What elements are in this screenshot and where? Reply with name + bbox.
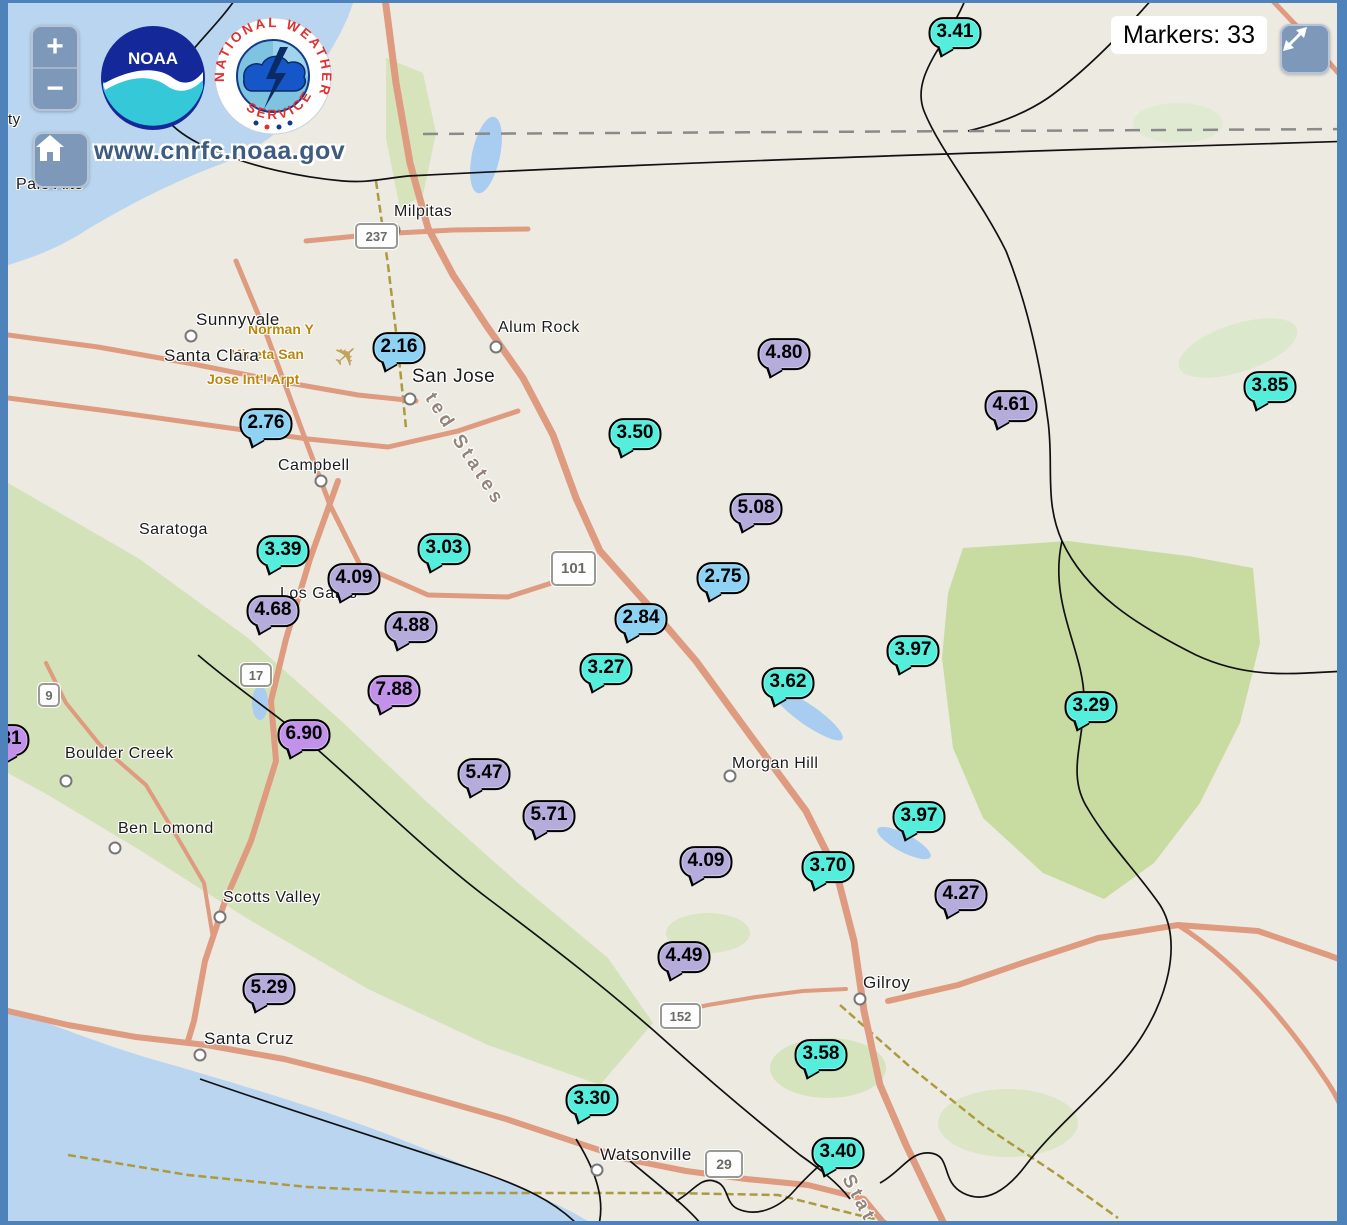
city-label: Saratoga xyxy=(139,521,208,538)
city-dot xyxy=(723,769,737,783)
city-label: Watsonville xyxy=(600,1145,692,1164)
city-label: Sunnyvale xyxy=(196,310,280,329)
city-dot xyxy=(853,992,867,1006)
zoom-in-button[interactable]: + xyxy=(33,27,77,69)
airport-label-line2: Mineta San xyxy=(230,346,304,362)
highway-shield: 9 xyxy=(38,683,60,707)
precip-marker[interactable]: 3.62 xyxy=(761,667,815,699)
city-label: Santa Clara xyxy=(164,346,260,365)
city-label: Boulder Creek xyxy=(65,745,174,762)
precip-marker[interactable]: 5.71 xyxy=(522,800,576,832)
map-canvas[interactable]: Norman Y Mineta San Jose Int'l Arpt ✈ te… xyxy=(8,3,1337,1221)
precip-marker[interactable]: 3.39 xyxy=(256,535,310,567)
precip-marker[interactable]: 3.29 xyxy=(1064,691,1118,723)
precip-marker[interactable]: 3.40 xyxy=(811,1137,865,1169)
highway-shield: 101 xyxy=(551,551,596,586)
city-dot xyxy=(590,1163,604,1177)
precip-marker[interactable]: 7.88 xyxy=(367,675,421,707)
precip-marker[interactable]: 3.97 xyxy=(886,635,940,667)
nws-logo: NATIONAL WEATHER SERVICE xyxy=(214,17,332,135)
precip-marker[interactable]: 3.70 xyxy=(801,851,855,883)
markers-layer: 3.41 3.85 2.16 4.80 4.61 2.76 3.50 5.08 3.39 3.03… xyxy=(8,3,1337,1221)
zoom-out-button[interactable]: − xyxy=(46,72,64,105)
airport-label-line1: Norman Y xyxy=(248,321,314,337)
site-url-label: www.cnrfc.noaa.gov xyxy=(94,137,346,165)
labels-layer: Norman Y Mineta San Jose Int'l Arpt ✈ te… xyxy=(8,3,1337,1221)
precip-marker[interactable]: 2.16 xyxy=(372,332,426,364)
highway-shield: 152 xyxy=(660,1003,701,1029)
precip-marker[interactable]: 4.88 xyxy=(384,611,438,643)
city-label: Alum Rock xyxy=(498,319,580,336)
precip-marker[interactable]: 5.29 xyxy=(242,973,296,1005)
city-dot xyxy=(59,774,73,788)
city-label: Morgan Hill xyxy=(732,755,819,772)
markers-count-badge: Markers: 33 xyxy=(1111,16,1267,54)
precip-marker[interactable]: 3.03 xyxy=(417,533,471,565)
noaa-logo: NOAA xyxy=(101,26,205,130)
precip-marker[interactable]: 2.84 xyxy=(614,603,668,635)
city-label: Santa Cruz xyxy=(204,1029,295,1048)
highway-shield: 29 xyxy=(705,1150,743,1178)
city-dot xyxy=(193,1048,207,1062)
city-label: Ben Lomond xyxy=(118,820,214,837)
precip-marker[interactable]: 3.85 xyxy=(1243,371,1297,403)
city-label: ty xyxy=(8,111,21,128)
precip-marker[interactable]: 4.61 xyxy=(984,390,1038,422)
precip-marker[interactable]: 81 xyxy=(8,724,30,756)
precip-marker[interactable]: 5.47 xyxy=(457,758,511,790)
expand-icon xyxy=(1283,27,1307,51)
city-label: San Jose xyxy=(412,366,496,387)
fullscreen-button[interactable] xyxy=(1280,24,1330,74)
city-dot xyxy=(314,474,328,488)
noaa-logo-text: NOAA xyxy=(128,49,178,68)
home-button[interactable] xyxy=(33,132,89,188)
highway-shield: 237 xyxy=(355,223,398,249)
precip-marker[interactable]: 4.09 xyxy=(327,563,381,595)
zoom-control: + − xyxy=(31,25,79,111)
precip-marker[interactable]: 3.30 xyxy=(565,1084,619,1116)
precip-marker[interactable]: 4.27 xyxy=(934,879,988,911)
city-dot xyxy=(108,841,122,855)
precip-marker[interactable]: 2.75 xyxy=(696,562,750,594)
precip-marker[interactable]: 3.58 xyxy=(794,1039,848,1071)
city-label: Scotts Valley xyxy=(223,889,321,906)
precip-marker[interactable]: 4.09 xyxy=(679,846,733,878)
home-icon xyxy=(36,135,64,161)
precip-marker[interactable]: 4.80 xyxy=(757,338,811,370)
city-label: Campbell xyxy=(278,457,350,474)
precip-marker[interactable]: 6.90 xyxy=(277,719,331,751)
airport-label-line3: Jose Int'l Arpt xyxy=(207,371,300,387)
precip-marker[interactable]: 3.41 xyxy=(928,17,982,49)
city-dot xyxy=(184,329,198,343)
precip-marker[interactable]: 2.76 xyxy=(239,408,293,440)
city-label: Gilroy xyxy=(863,973,911,992)
precip-marker[interactable]: 5.08 xyxy=(729,493,783,525)
highway-shield: 17 xyxy=(240,663,272,687)
precip-marker[interactable]: 4.49 xyxy=(657,941,711,973)
precip-marker[interactable]: 4.68 xyxy=(246,595,300,627)
city-dot xyxy=(489,340,503,354)
precip-marker[interactable]: 3.97 xyxy=(892,801,946,833)
city-dot xyxy=(213,910,227,924)
city-label: Milpitas xyxy=(394,203,453,220)
city-dot xyxy=(403,392,417,406)
precip-marker[interactable]: 3.27 xyxy=(579,653,633,685)
precip-marker[interactable]: 3.50 xyxy=(608,418,662,450)
markers-count-label: Markers: 33 xyxy=(1123,20,1255,49)
